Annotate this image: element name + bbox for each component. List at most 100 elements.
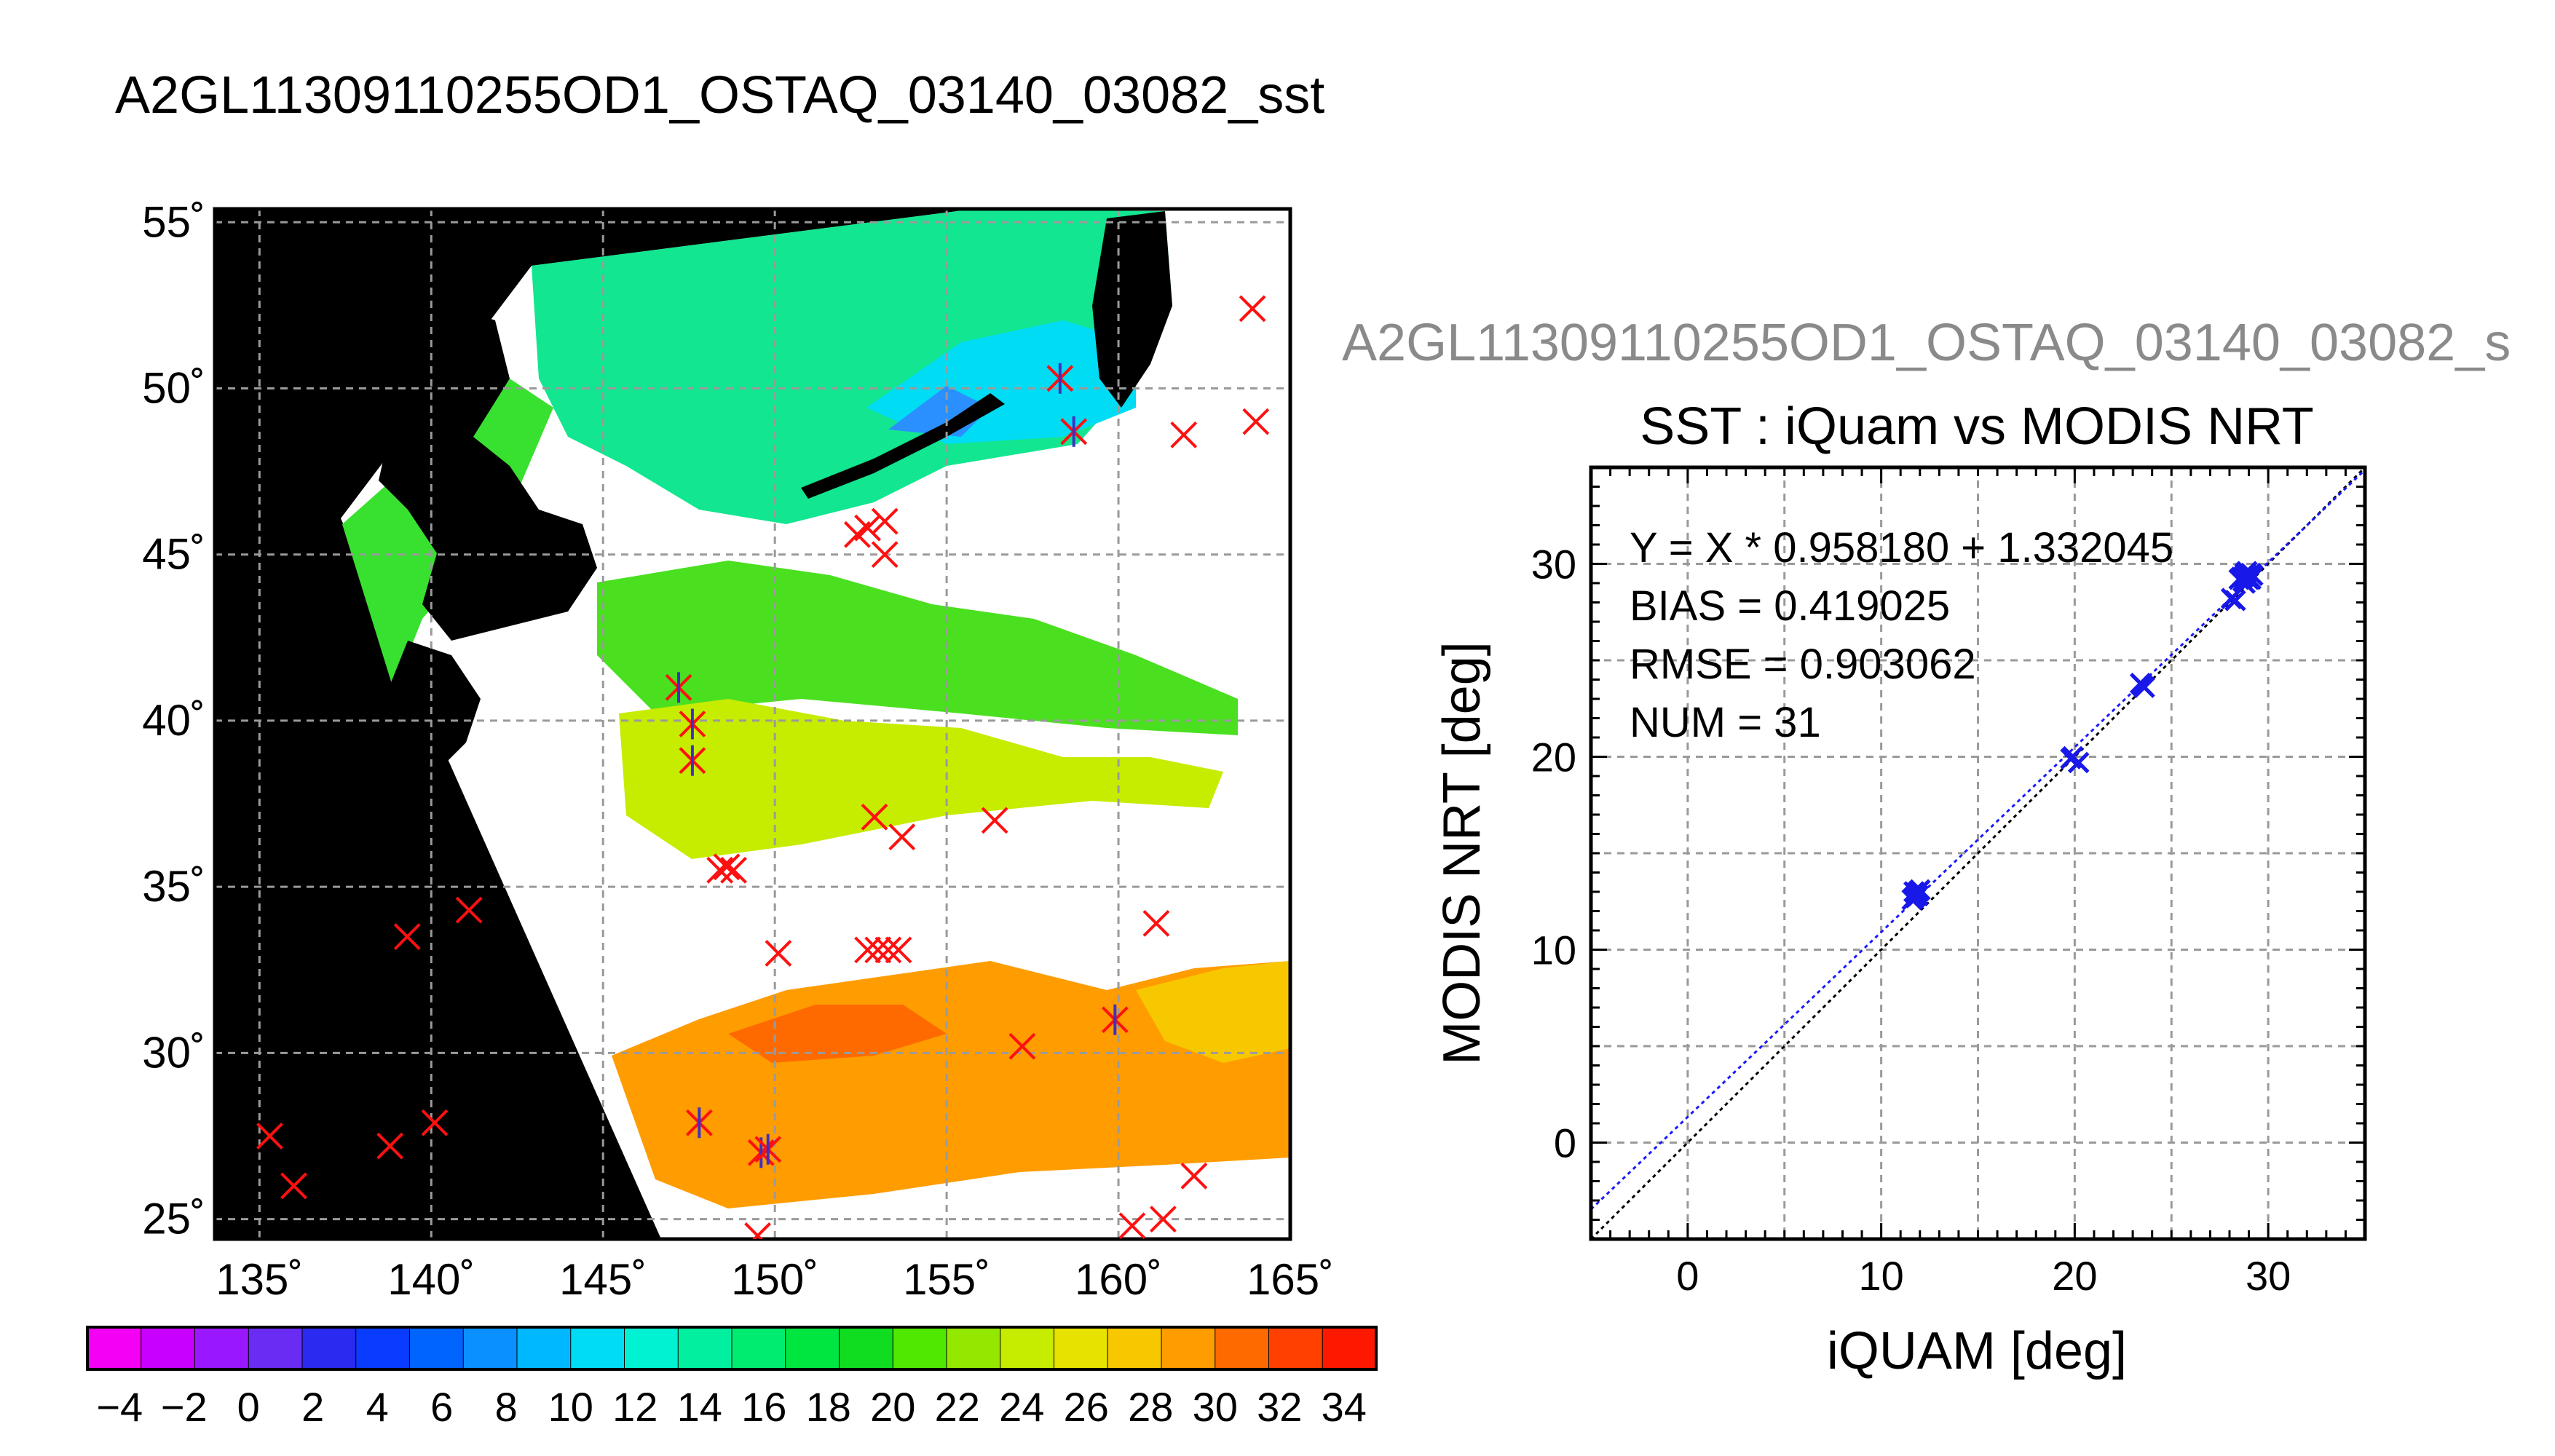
colorbar-tick-label: 34 bbox=[1322, 1384, 1367, 1430]
scatter-y-tick-label: 10 bbox=[1531, 927, 1576, 973]
scatter-x-tick-label: 10 bbox=[1858, 1253, 1903, 1299]
map-lat-tick-label: 40˚ bbox=[142, 696, 205, 745]
scatter-file-title: A2GL11309110255OD1_OSTAQ_03140_03082_s bbox=[1342, 314, 2511, 372]
colorbar-tick-label: 18 bbox=[806, 1384, 851, 1430]
map-marker-x bbox=[1242, 408, 1270, 435]
scatter-plot: SST : iQuam vs MODIS NRT 0 10 20 30 0 10 20 30… bbox=[1433, 397, 2367, 1380]
colorbar-tick-label: 2 bbox=[301, 1384, 324, 1430]
map-lat-tick-label: 55˚ bbox=[142, 197, 205, 246]
colorbar-segment bbox=[516, 1326, 572, 1370]
colorbar-tick-label: 32 bbox=[1257, 1384, 1302, 1430]
map-marker-x bbox=[1180, 1162, 1208, 1190]
colorbar: −4 −2 0 2 4 6 8 10 12 14 16 18 20 22 24 26 28 30 32 34 bbox=[86, 1326, 1378, 1430]
map-lat-tick-labels: 55˚ 50˚ 45˚ 40˚ 35˚ 30˚ 25˚ bbox=[142, 197, 205, 1243]
land-honshu-north bbox=[379, 641, 481, 772]
map-lon-tick-label: 165˚ bbox=[1247, 1255, 1334, 1304]
scatter-stat-annotation: RMSE = 0.903062 bbox=[1630, 641, 1976, 688]
colorbar-segment bbox=[355, 1326, 411, 1370]
map-marker-x bbox=[1239, 295, 1266, 323]
scatter-x-tick-labels: 0 10 20 30 bbox=[1676, 1253, 2291, 1299]
colorbar-frame bbox=[86, 1326, 1378, 1371]
scatter-point bbox=[2061, 745, 2084, 768]
colorbar-tick-label: −2 bbox=[161, 1384, 208, 1430]
land-kuril-chain bbox=[801, 393, 1005, 499]
colorbar-tick-label: 12 bbox=[612, 1384, 657, 1430]
sst-region-central-green bbox=[597, 561, 1238, 735]
map-marker-x bbox=[1170, 421, 1198, 448]
colorbar-segment bbox=[624, 1326, 679, 1370]
map-marker-x bbox=[854, 514, 881, 542]
scatter-x-tick-label: 0 bbox=[1676, 1253, 1699, 1299]
colorbar-segment bbox=[1215, 1326, 1270, 1370]
map-marker-x bbox=[256, 1123, 283, 1150]
scatter-stat-annotation: NUM = 31 bbox=[1630, 699, 1821, 746]
sst-map: 135˚ 140˚ 145˚ 150˚ 155˚ 160˚ 165˚ 55˚ 50˚ 45˚ 40… bbox=[142, 197, 1334, 1304]
map-marker-x bbox=[765, 940, 792, 967]
map-marker-x bbox=[874, 936, 902, 964]
colorbar-segment bbox=[1000, 1326, 1055, 1370]
colorbar-segment bbox=[785, 1326, 840, 1370]
scatter-y-tick-label: 20 bbox=[1531, 735, 1576, 780]
colorbar-tick-labels: −4 −2 0 2 4 6 8 10 12 14 16 18 20 22 24 26 28 30 32 34 bbox=[96, 1384, 1367, 1430]
colorbar-segment bbox=[194, 1326, 250, 1370]
map-marker-x bbox=[871, 507, 899, 535]
sst-region-north-green bbox=[532, 210, 1172, 524]
map-lon-tick-label: 160˚ bbox=[1075, 1255, 1162, 1304]
map-marker-x bbox=[713, 853, 741, 881]
colorbar-tick-label: 26 bbox=[1064, 1384, 1109, 1430]
map-marker-x bbox=[1142, 909, 1170, 937]
colorbar-tick-label: 30 bbox=[1193, 1384, 1238, 1430]
scatter-x-axis-label: iQUAM [deg] bbox=[1827, 1322, 2127, 1380]
page-title: A2GL11309110255OD1_OSTAQ_03140_03082_sst bbox=[115, 66, 1325, 124]
colorbar-tick-label: 20 bbox=[870, 1384, 915, 1430]
colorbar-segment bbox=[1107, 1326, 1162, 1370]
map-marker-x bbox=[1149, 1206, 1177, 1233]
colorbar-segment bbox=[409, 1326, 465, 1370]
colorbar-segment bbox=[946, 1326, 1001, 1370]
sst-region-south-darkorange bbox=[728, 1005, 947, 1063]
map-marker-x bbox=[744, 1222, 771, 1239]
colorbar-tick-label: −4 bbox=[96, 1384, 143, 1430]
colorbar-segment bbox=[462, 1326, 518, 1370]
map-marker-x bbox=[421, 1109, 449, 1136]
colorbar-tick-label: 16 bbox=[741, 1384, 786, 1430]
map-marker-x bbox=[864, 936, 892, 964]
map-lat-tick-label: 30˚ bbox=[142, 1028, 205, 1077]
map-marker-x bbox=[455, 896, 483, 924]
colorbar-segment bbox=[87, 1326, 142, 1370]
map-lat-tick-label: 25˚ bbox=[142, 1195, 205, 1243]
map-marker-x bbox=[888, 823, 916, 851]
scatter-point bbox=[2236, 566, 2258, 588]
map-lon-tick-label: 135˚ bbox=[216, 1255, 303, 1304]
colorbar-tick-label: 28 bbox=[1128, 1384, 1173, 1430]
map-marker-x bbox=[376, 1132, 404, 1160]
scatter-point bbox=[1905, 885, 1927, 907]
colorbar-segment bbox=[677, 1326, 732, 1370]
colorbar-segment bbox=[1268, 1326, 1324, 1370]
scatter-stat-annotation: Y = X * 0.958180 + 1.332045 bbox=[1630, 524, 2173, 571]
scatter-minor-ticks bbox=[1591, 467, 2365, 1239]
map-marker-x bbox=[280, 1172, 307, 1200]
colorbar-tick-label: 22 bbox=[935, 1384, 980, 1430]
map-marker-x bbox=[861, 803, 888, 831]
colorbar-segment bbox=[141, 1326, 196, 1370]
colorbar-tick-label: 4 bbox=[366, 1384, 389, 1430]
colorbar-tick-label: 6 bbox=[430, 1384, 453, 1430]
scatter-y-tick-labels: 0 10 20 30 bbox=[1531, 542, 1576, 1166]
scatter-points bbox=[1901, 561, 2264, 911]
colorbar-tick-label: 10 bbox=[548, 1384, 593, 1430]
scatter-point bbox=[2131, 674, 2154, 697]
colorbar-tick-label: 24 bbox=[999, 1384, 1044, 1430]
map-lon-tick-label: 150˚ bbox=[731, 1255, 818, 1304]
map-grid bbox=[215, 209, 1290, 1239]
map-marker-x bbox=[393, 923, 421, 951]
map-lat-tick-label: 35˚ bbox=[142, 862, 205, 911]
scatter-y-tick-label: 0 bbox=[1554, 1120, 1576, 1166]
scatter-stat-annotation: BIAS = 0.419025 bbox=[1630, 582, 1950, 630]
scatter-title: SST : iQuam vs MODIS NRT bbox=[1640, 397, 2314, 456]
colorbar-segment bbox=[301, 1326, 357, 1370]
map-markers bbox=[256, 295, 1270, 1239]
colorbar-segment bbox=[839, 1326, 894, 1370]
map-lat-tick-label: 45˚ bbox=[142, 530, 205, 579]
scatter-x-tick-label: 20 bbox=[2052, 1253, 2097, 1299]
